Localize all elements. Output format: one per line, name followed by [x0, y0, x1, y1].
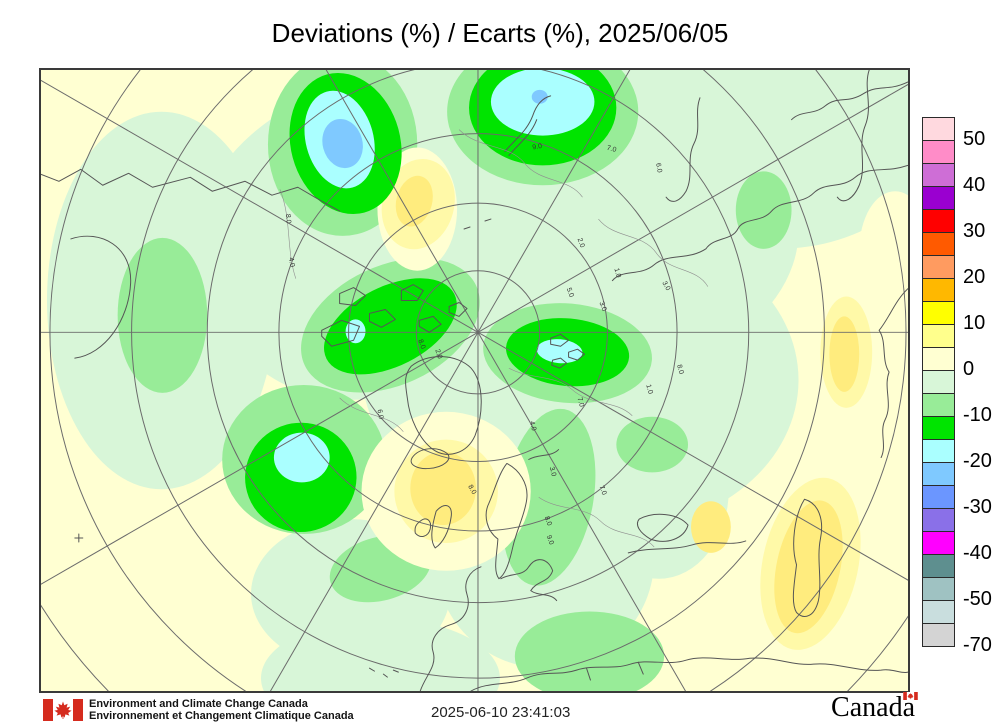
latitude-longitude-grid	[41, 70, 908, 691]
colorbar-tick-label: -70	[963, 634, 992, 657]
organization-name-fr: Environnement et Changement Climatique C…	[89, 710, 354, 722]
svg-text:8.0: 8.0	[284, 214, 292, 224]
deviation-region-sky-blue	[322, 89, 548, 169]
generation-timestamp: 2025-06-10 23:41:03	[431, 704, 571, 721]
page-title: Deviations (%) / Ecarts (%), 2025/06/05	[271, 18, 729, 48]
svg-text:6.0: 6.0	[654, 163, 663, 174]
colorbar-cell	[922, 508, 955, 532]
colorbar-tick-label: -20	[963, 450, 992, 473]
colorbar-tick-label: -30	[963, 496, 992, 519]
svg-text:8.0: 8.0	[543, 515, 553, 527]
canada-wordmark-text: Canada	[831, 692, 915, 723]
colorbar-cell	[922, 140, 955, 164]
colorbar-cell	[922, 462, 955, 486]
colorbar-cell	[922, 255, 955, 279]
colorbar-cell	[922, 439, 955, 463]
colorbar-tick-label: 50	[963, 128, 986, 151]
colorbar-cell	[922, 485, 955, 509]
colorbar-cell	[922, 623, 955, 647]
colorbar-cell	[922, 209, 955, 233]
svg-text:9.0: 9.0	[545, 534, 555, 546]
colorbar-tick-label: 40	[963, 174, 986, 197]
colorbar-cell	[922, 186, 955, 210]
svg-text:4.0: 4.0	[287, 257, 296, 268]
organization-name: Environment and Climate Change Canada En…	[89, 698, 354, 722]
contour-value-labels: 9.0 7.0 6.0 2.0 1.0 5.0 3.0 3.0 8.0 4.0 8.0 2.0 8.0 1…	[284, 143, 685, 546]
colorbar-cell	[922, 600, 955, 624]
colorbar-cell	[922, 531, 955, 555]
colorbar-cell	[922, 577, 955, 601]
colorbar-cell	[922, 232, 955, 256]
svg-text:3.0: 3.0	[660, 280, 671, 292]
coastlines	[41, 70, 908, 691]
svg-text:1.0: 1.0	[644, 384, 653, 395]
svg-text:9.0: 9.0	[532, 143, 543, 152]
canada-wordmark: Canada	[815, 692, 918, 724]
colorbar-tick-label: -40	[963, 542, 992, 565]
svg-text:7.0: 7.0	[606, 145, 617, 154]
canada-flag-icon	[43, 699, 83, 721]
deviation-region-yellow	[381, 159, 873, 650]
colorbar-tick-label: -10	[963, 404, 992, 427]
svg-text:8.0: 8.0	[416, 339, 426, 351]
svg-text:4.0: 4.0	[528, 420, 537, 431]
svg-text:2.0: 2.0	[433, 348, 443, 360]
colorbar-cell	[922, 117, 955, 141]
colorbar-cell	[922, 393, 955, 417]
colorbar-cell	[922, 416, 955, 440]
polar-map: 9.0 7.0 6.0 2.0 1.0 5.0 3.0 3.0 8.0 4.0 8.0 2.0 8.0 1…	[41, 70, 908, 691]
colorbar-cell	[922, 554, 955, 578]
svg-text:7.0: 7.0	[598, 485, 608, 497]
svg-text:3.0: 3.0	[548, 466, 557, 477]
svg-text:7.0: 7.0	[576, 397, 585, 408]
organization-name-en: Environment and Climate Change Canada	[89, 698, 308, 710]
colorbar-cell	[922, 163, 955, 187]
colorbar-cell	[922, 301, 955, 325]
svg-text:8.0: 8.0	[675, 364, 684, 375]
colorbar-tick-label: -50	[963, 588, 992, 611]
colorbar-cell	[922, 370, 955, 394]
map-frame: 9.0 7.0 6.0 2.0 1.0 5.0 3.0 3.0 8.0 4.0 8.0 2.0 8.0 1…	[39, 68, 910, 693]
colorbar-cell	[922, 278, 955, 302]
svg-text:8.0: 8.0	[466, 484, 477, 496]
colorbar-tick-label: 10	[963, 312, 986, 335]
colorbar-cell	[922, 347, 955, 371]
svg-text:5.0: 5.0	[565, 287, 575, 299]
colorbar-cell	[922, 324, 955, 348]
colorbar-tick-label: 0	[963, 358, 975, 381]
svg-text:3.0: 3.0	[598, 301, 608, 313]
svg-text:6.0: 6.0	[375, 409, 384, 420]
colorbar: 50 40 30 20 10 0 -10 -20 -30 -40 -50 -70	[922, 117, 1000, 657]
contour-lines	[279, 129, 709, 548]
colorbar-tick-label: 20	[963, 266, 986, 289]
svg-text:1.0: 1.0	[612, 267, 621, 278]
svg-text:2.0: 2.0	[576, 237, 586, 249]
colorbar-tick-label: 30	[963, 220, 986, 243]
canada-wordmark-flag-icon	[903, 692, 918, 700]
